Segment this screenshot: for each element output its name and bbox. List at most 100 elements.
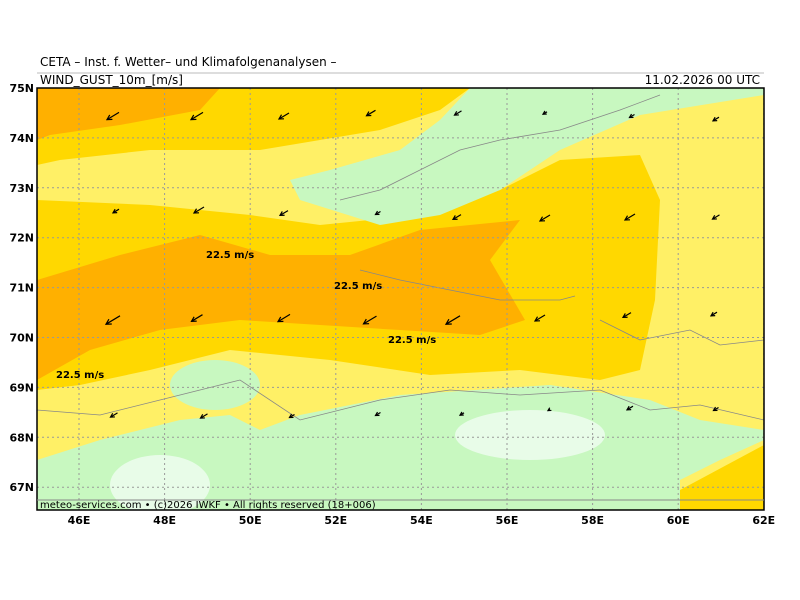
contour-label: 22.5 m/s — [206, 250, 254, 261]
contour-label: 22.5 m/s — [334, 281, 382, 292]
wind-arrow — [623, 213, 636, 221]
lat-label: 71N — [9, 282, 34, 295]
lon-label: 46E — [68, 514, 91, 527]
wind-arrow — [621, 312, 632, 319]
arrow-shaft — [193, 206, 205, 214]
wind-arrow — [192, 206, 205, 214]
wind-arrow — [538, 214, 551, 222]
arrow-head — [453, 111, 459, 116]
arrow-head — [277, 114, 285, 120]
lon-label: 62E — [752, 514, 775, 527]
arrow-head — [276, 316, 284, 323]
arrow-head — [712, 406, 718, 412]
wind-arrow — [374, 210, 381, 216]
wind-arrow — [365, 109, 376, 117]
lat-label: 68N — [9, 431, 34, 444]
arrow-shaft — [366, 109, 376, 117]
arrow-shaft — [191, 314, 203, 322]
band-gold — [680, 445, 764, 510]
lat-label: 72N — [9, 232, 34, 245]
arrow-shaft — [105, 315, 121, 325]
map-frame — [36, 87, 765, 511]
graticule — [37, 88, 765, 510]
footer-credit: meteo-services.com • (c)2026 IWKF • All … — [40, 500, 376, 511]
arrow-shaft — [277, 313, 291, 323]
coastline — [339, 94, 661, 201]
arrow-shaft — [190, 111, 204, 121]
contour-label: 22.5 m/s — [388, 335, 436, 346]
wind-arrow — [362, 315, 377, 325]
arrow-shaft — [279, 210, 289, 216]
lon-label: 56E — [496, 514, 519, 527]
arrow-head — [711, 116, 718, 122]
arrow-shaft — [363, 315, 377, 325]
wind-arrow — [546, 407, 552, 412]
arrow-head — [199, 414, 205, 419]
wind-arrow — [444, 315, 461, 325]
arrow-shaft — [452, 214, 462, 220]
coastline — [599, 319, 764, 346]
wind-arrow — [711, 116, 720, 122]
wind-arrow — [190, 314, 203, 322]
band-orange — [37, 220, 525, 380]
arrow-head — [711, 215, 717, 220]
arrow-shaft — [454, 110, 462, 116]
arrow-shaft — [110, 412, 118, 418]
lat-label: 73N — [9, 182, 34, 195]
arrow-head — [105, 114, 113, 121]
arrow-shaft — [534, 314, 546, 322]
arrow-head — [374, 210, 380, 216]
wind-arrow — [625, 405, 634, 411]
arrow-head — [288, 413, 294, 419]
lon-label: 48E — [153, 514, 176, 527]
arrow-head — [190, 316, 197, 322]
arrow-shaft — [622, 312, 632, 318]
band-green — [37, 385, 764, 510]
lat-label: 74N — [9, 132, 34, 145]
arrow-shaft — [445, 315, 461, 325]
wind-arrow — [278, 210, 289, 217]
arrow-shaft — [106, 111, 120, 121]
arrow-head — [104, 318, 112, 325]
wind-arrow — [111, 208, 120, 214]
wind-arrows — [104, 109, 720, 419]
wind-arrow — [451, 214, 462, 221]
arrow-head — [189, 114, 197, 121]
wind-arrow — [109, 412, 118, 418]
arrow-head — [192, 208, 200, 214]
arrow-head — [109, 413, 115, 418]
wind-arrow — [105, 111, 120, 121]
wind-arrow — [711, 214, 720, 220]
band-orange — [37, 88, 220, 140]
lon-label: 60E — [667, 514, 690, 527]
arrow-head — [546, 407, 552, 412]
contour-label: 22.5 m/s — [56, 370, 104, 381]
arrow-shaft — [624, 213, 636, 221]
wind-arrow — [276, 313, 291, 323]
lon-label: 54E — [410, 514, 433, 527]
coastline — [37, 379, 764, 421]
wind-arrow — [458, 411, 465, 416]
arrow-head — [538, 216, 546, 222]
wind-arrow — [628, 113, 635, 119]
band-pale-green — [110, 455, 210, 510]
wind-arrow — [199, 413, 208, 419]
lat-label: 67N — [9, 481, 34, 494]
field-name: WIND_GUST_10m_[m/s] — [40, 73, 183, 87]
lat-label: 69N — [9, 381, 34, 394]
wind-arrow — [533, 314, 546, 322]
arrow-head — [444, 318, 452, 325]
arrow-shaft — [200, 413, 208, 419]
arrow-head — [621, 313, 628, 319]
lon-label: 52E — [324, 514, 347, 527]
arrow-head — [458, 411, 464, 416]
wind-arrow — [104, 315, 121, 325]
valid-time: 11.02.2026 00 UTC — [645, 73, 760, 87]
wind-arrow — [709, 311, 718, 317]
wind-arrow — [277, 112, 290, 120]
wind-arrow — [541, 110, 548, 115]
arrow-head — [365, 111, 372, 117]
coastline — [359, 269, 576, 301]
